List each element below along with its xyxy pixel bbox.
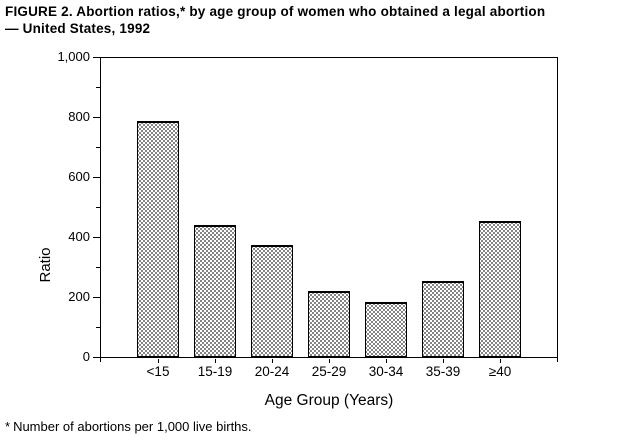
bar-15-19 bbox=[194, 225, 236, 357]
x-cell: 35-39 bbox=[422, 359, 464, 379]
x-axis-edge-tick-right bbox=[557, 358, 558, 362]
x-tick bbox=[499, 359, 501, 363]
x-tick-label: 25-29 bbox=[311, 364, 347, 379]
x-tick bbox=[442, 359, 444, 363]
x-tick bbox=[328, 359, 330, 363]
y-minor-tick bbox=[96, 267, 100, 268]
x-cell: 25-29 bbox=[308, 359, 350, 379]
x-tick-label: 15-19 bbox=[197, 364, 233, 379]
x-cell: 30-34 bbox=[365, 359, 407, 379]
y-major-tick bbox=[93, 117, 100, 118]
x-tick-label: 30-34 bbox=[368, 364, 404, 379]
figure-title-line2: — United States, 1992 bbox=[5, 21, 151, 36]
x-tick bbox=[157, 359, 159, 363]
x-cell: ≥40 bbox=[479, 359, 521, 379]
y-minor-tick bbox=[96, 207, 100, 208]
y-minor-tick bbox=[96, 147, 100, 148]
y-minor-tick bbox=[96, 327, 100, 328]
footnote-text: Number of abortions per 1,000 live birth… bbox=[13, 419, 252, 434]
x-cell: 20-24 bbox=[251, 359, 293, 379]
x-cell: <15 bbox=[137, 359, 179, 379]
bar-25-29 bbox=[308, 291, 350, 357]
y-tick-label: 400 bbox=[68, 229, 90, 244]
y-tick-label: 0 bbox=[82, 349, 90, 364]
bar-30-34 bbox=[365, 301, 407, 357]
y-major-tick bbox=[93, 237, 100, 238]
figure-title-line1: FIGURE 2. Abortion ratios,* by age group… bbox=[5, 4, 546, 19]
x-tick-label: ≥40 bbox=[488, 364, 512, 379]
y-tick-label: 600 bbox=[68, 169, 90, 184]
x-tick-label: 35-39 bbox=[425, 364, 461, 379]
bar-≥40 bbox=[479, 220, 521, 357]
x-axis-edge-tick-left bbox=[100, 358, 101, 362]
bar-20-24 bbox=[251, 244, 293, 357]
x-cell: 15-19 bbox=[194, 359, 236, 379]
y-major-tick bbox=[93, 297, 100, 298]
y-tick-label: 800 bbox=[68, 109, 90, 124]
x-tick-label: 20-24 bbox=[254, 364, 290, 379]
y-tick-label: 1,000 bbox=[57, 49, 90, 64]
y-tick-label: 200 bbox=[68, 289, 90, 304]
bar-series bbox=[101, 58, 557, 357]
bar-35-39 bbox=[422, 280, 464, 357]
bar-<15 bbox=[137, 120, 179, 357]
y-major-tick bbox=[93, 177, 100, 178]
footnote-asterisk: * bbox=[5, 419, 11, 434]
y-minor-tick bbox=[96, 87, 100, 88]
x-tick-label: <15 bbox=[146, 364, 170, 379]
figure-title: FIGURE 2. Abortion ratios,* by age group… bbox=[5, 3, 625, 37]
x-tick bbox=[385, 359, 387, 363]
x-tick bbox=[214, 359, 216, 363]
x-tick bbox=[271, 359, 273, 363]
y-major-tick bbox=[93, 357, 100, 358]
x-axis-labels: <15 15-19 20-24 25-29 30-34 35-39 ≥40 bbox=[101, 359, 557, 379]
footnote: * Number of abortions per 1,000 live birt… bbox=[5, 419, 252, 434]
x-axis-title: Age Group (Years) bbox=[264, 392, 394, 409]
axes-layer: Ratio 0 200 400 600 800 1,000 bbox=[37, 50, 558, 364]
y-major-tick bbox=[93, 57, 100, 58]
